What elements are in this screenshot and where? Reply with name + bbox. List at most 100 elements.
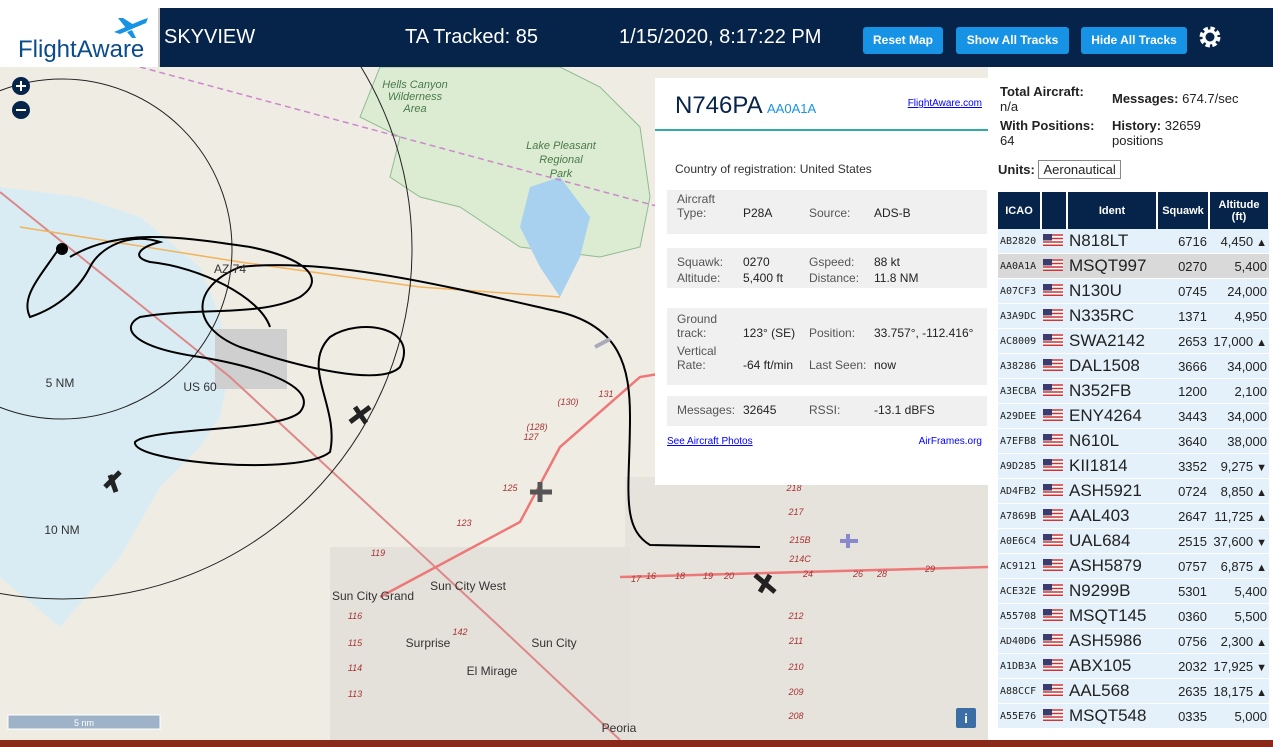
icao-cell: A88CCF (998, 678, 1041, 704)
aircraft-row[interactable]: A88CCF AAL568 2635 18,175 ▲ (998, 678, 1269, 704)
field-value: 11.8 NM (874, 271, 919, 285)
total-aircraft: Total Aircraft: n/a (1000, 84, 1084, 114)
bottom-strip (0, 740, 1273, 747)
flag-cell (1041, 303, 1067, 329)
icao-cell: AC8009 (998, 328, 1041, 354)
info-block: Ground track: 123° (SE) Position: 33.757°, … (667, 308, 987, 385)
photos-link[interactable]: See Aircraft Photos (667, 436, 753, 447)
squawk-cell: 0335 (1157, 703, 1209, 729)
airframes-link[interactable]: AirFrames.org (918, 436, 982, 447)
altitude-cell: 34,000 (1209, 403, 1269, 429)
icao-cell: A0E6C4 (998, 528, 1041, 554)
altitude-value: 8,850 (1220, 483, 1254, 499)
us-flag (1043, 483, 1063, 496)
squawk-cell: 0757 (1157, 553, 1209, 579)
logo-plane (114, 18, 148, 38)
field-value: 123° (SE) (743, 326, 796, 340)
aircraft-row[interactable]: AD4FB2 ASH5921 0724 8,850 ▲ (998, 478, 1269, 504)
aircraft-table: ICAO Ident Squawk Altitude (ft) AB2820 N818LT… (998, 192, 1270, 729)
ident-cell: N818LT (1067, 229, 1157, 254)
map-label: 16 (646, 571, 656, 581)
squawk-cell: 2515 (1157, 528, 1209, 554)
flightaware-link[interactable]: FlightAware.com (907, 98, 982, 109)
flag-cell (1041, 653, 1067, 679)
us-flag (1043, 433, 1063, 446)
aircraft-row[interactable]: A29DEE ENY4264 3443 34,000 (998, 403, 1269, 429)
map-label: 28 (876, 569, 887, 579)
stat-label: Messages: (1112, 91, 1179, 106)
altitude-cell: 2,100 (1209, 378, 1269, 404)
reset-map-button[interactable]: Reset Map (863, 27, 943, 54)
aircraft-row[interactable]: AC9121 ASH5879 0757 6,875 ▲ (998, 553, 1269, 579)
squawk-cell: 2653 (1157, 328, 1209, 354)
altitude-value: 2,300 (1220, 633, 1254, 649)
column-header[interactable]: ICAO (998, 192, 1042, 229)
aircraft-row[interactable]: A55E76 MSQT548 0335 5,000 (998, 703, 1269, 729)
icao-cell: ACE32E (998, 578, 1041, 604)
aircraft-row[interactable]: A07CF3 N130U 0745 24,000 (998, 278, 1269, 304)
altitude-cell: 9,275 ▼ (1209, 453, 1269, 479)
settings-icon[interactable] (1197, 24, 1223, 50)
altitude-cell: 2,300 ▲ (1209, 628, 1269, 654)
aircraft-row[interactable]: A1DB3A ABX105 2032 17,925 ▼ (998, 653, 1269, 679)
flag-cell (1041, 378, 1067, 404)
map-label: 210 (787, 662, 803, 672)
altitude-cell: 5,500 (1209, 603, 1269, 629)
flag-cell (1041, 278, 1067, 304)
tracked-count: TA Tracked: 85 (405, 26, 539, 48)
field-value: ADS-B (874, 206, 911, 220)
logo[interactable]: FlightAware (0, 8, 160, 67)
field-value: 33.757°, -112.416° (874, 326, 974, 340)
app-title: SKYVIEW (164, 26, 256, 48)
stat-value: 674.7/sec (1182, 91, 1239, 106)
altitude-value: 5,500 (1234, 608, 1267, 624)
hide-tracks-button[interactable]: Hide All Tracks (1081, 27, 1187, 54)
ident-cell: ASH5921 (1067, 478, 1157, 504)
icao-cell: AB2820 (998, 229, 1041, 254)
aircraft-row[interactable]: A55708 MSQT145 0360 5,500 (998, 603, 1269, 629)
flag-cell (1041, 428, 1067, 454)
us-flag (1043, 658, 1063, 671)
flag-cell (1041, 328, 1067, 354)
altitude-cell: 6,875 ▲ (1209, 553, 1269, 579)
altitude-value: 5,000 (1234, 708, 1267, 724)
info-button[interactable] (956, 708, 976, 728)
field-label: Position: (809, 326, 856, 340)
stat-label: With Positions: (1000, 118, 1095, 133)
aircraft-row[interactable]: A38286 DAL1508 3666 34,000 (998, 353, 1269, 379)
aircraft-row[interactable]: AC8009 SWA2142 2653 17,000 ▲ (998, 328, 1269, 354)
aircraft-row[interactable]: AA0A1A MSQT997 0270 5,400 (998, 253, 1269, 279)
map-label: 142 (452, 627, 467, 637)
us-flag (1043, 383, 1063, 396)
map-label: Lake Pleasant (526, 140, 597, 152)
us-flag (1043, 708, 1063, 721)
info-block: Messages: 32645 RSSI: -13.1 dBFS (667, 396, 987, 426)
aircraft-row[interactable]: AD40D6 ASH5986 0756 2,300 ▲ (998, 628, 1269, 654)
ident-cell: ENY4264 (1067, 403, 1157, 429)
units-select[interactable]: Aeronautical (1038, 160, 1121, 179)
aircraft-row[interactable]: A0E6C4 UAL684 2515 37,600 ▼ (998, 528, 1269, 554)
aircraft-row[interactable]: A3A9DC N335RC 1371 4,950 (998, 303, 1269, 329)
aircraft-row[interactable]: A9D285 KII1814 3352 9,275 ▼ (998, 453, 1269, 479)
aircraft-row[interactable]: A3ECBA N352FB 1200 2,100 (998, 378, 1269, 404)
column-header: Altitude (ft) (1209, 192, 1270, 229)
map-label: Area (402, 103, 426, 115)
map-label: 24 (802, 569, 813, 579)
country: Country of registration: United States (675, 162, 872, 176)
altitude-value: 5,400 (1234, 258, 1267, 274)
aircraft-row[interactable]: ACE32E N9299B 5301 5,400 (998, 578, 1269, 604)
map-label: US 60 (183, 380, 217, 394)
altitude-trend: ▲ (1256, 486, 1267, 499)
squawk-cell: 2032 (1157, 653, 1209, 679)
field-label: Altitude: (677, 271, 721, 285)
altitude-value: 38,000 (1227, 433, 1267, 449)
show-tracks-button[interactable]: Show All Tracks (956, 27, 1069, 54)
aircraft-row[interactable]: A7869B AAL403 2647 11,725 ▲ (998, 503, 1269, 529)
aircraft-row[interactable]: AB2820 N818LT 6716 4,450 ▲ (998, 229, 1269, 254)
hex-code[interactable]: AA0A1A (767, 101, 817, 116)
altitude-value: 2,100 (1234, 383, 1267, 399)
flag-cell (1041, 553, 1067, 579)
us-flag (1043, 358, 1063, 371)
aircraft-row[interactable]: A7EFB8 N610L 3640 38,000 (998, 428, 1269, 454)
altitude-value: 17,000 (1213, 333, 1254, 349)
